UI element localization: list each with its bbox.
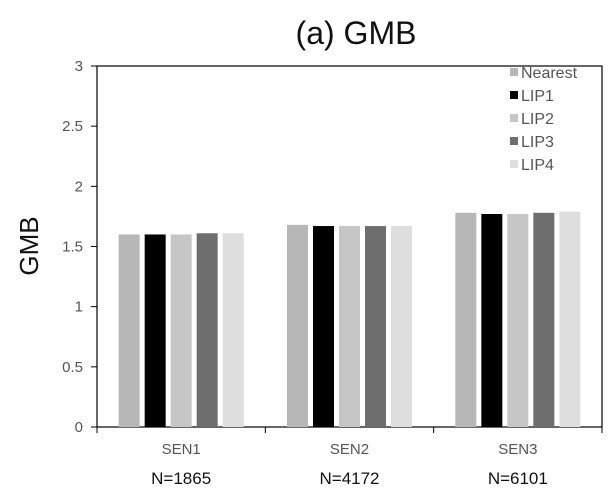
bar-lip3-sen2: [365, 226, 386, 427]
y-axis-ticks: 0 0.5 1 1.5 2 2.5 3: [62, 58, 97, 436]
legend-label-nearest: Nearest: [521, 65, 578, 82]
bar-lip4-sen3: [559, 211, 581, 427]
bar-nearest-sen3: [455, 212, 477, 427]
y-tick-label: 2.5: [62, 118, 83, 135]
x-sublabel: N=4172: [319, 469, 379, 488]
x-tick-label: SEN2: [330, 441, 369, 458]
y-tick-label: 0: [75, 419, 83, 436]
legend-swatch-lip3: [510, 137, 518, 145]
y-axis-label: GMB: [14, 216, 44, 275]
bar-lip3-sen3: [533, 212, 555, 427]
legend-swatch-nearest: [510, 68, 518, 76]
y-tick-label: 1.5: [62, 239, 83, 256]
legend-label-lip1: LIP1: [521, 88, 554, 105]
y-tick-label: 3: [75, 58, 83, 75]
bar-lip2-sen2: [339, 226, 360, 427]
bar-lip2-sen3: [507, 214, 529, 427]
x-sublabel: N=1865: [151, 469, 211, 488]
bar-lip2-sen1: [170, 234, 192, 427]
y-tick-label: 0.5: [62, 359, 83, 376]
x-tick-label: SEN3: [498, 441, 537, 458]
legend-swatch-lip4: [510, 160, 518, 168]
bar-lip1-sen2: [313, 226, 334, 427]
x-sublabel: N=6101: [488, 469, 548, 488]
legend-swatch-lip1: [510, 91, 518, 99]
x-tick-label: SEN1: [162, 441, 201, 458]
bar-lip4-sen2: [391, 226, 412, 427]
bar-nearest-sen2: [287, 224, 308, 427]
legend-label-lip3: LIP3: [521, 134, 554, 151]
bar-lip3-sen1: [196, 233, 218, 427]
legend-label-lip4: LIP4: [521, 157, 554, 174]
bar-lip1-sen3: [481, 214, 503, 427]
bar-lip4-sen1: [222, 233, 244, 427]
chart-title: (a) GMB: [296, 15, 417, 51]
y-tick-label: 2: [75, 178, 83, 195]
legend: Nearest LIP1 LIP2 LIP3 LIP4: [510, 65, 578, 174]
legend-label-lip2: LIP2: [521, 111, 554, 128]
y-tick-label: 1: [75, 299, 83, 316]
bar-nearest-sen1: [118, 234, 140, 427]
bars: [118, 211, 581, 427]
bar-lip1-sen1: [144, 234, 166, 427]
legend-swatch-lip2: [510, 114, 518, 122]
x-axis-ticks: SEN1 N=1865 SEN2 N=4172 SEN3 N=6101: [96, 427, 603, 488]
